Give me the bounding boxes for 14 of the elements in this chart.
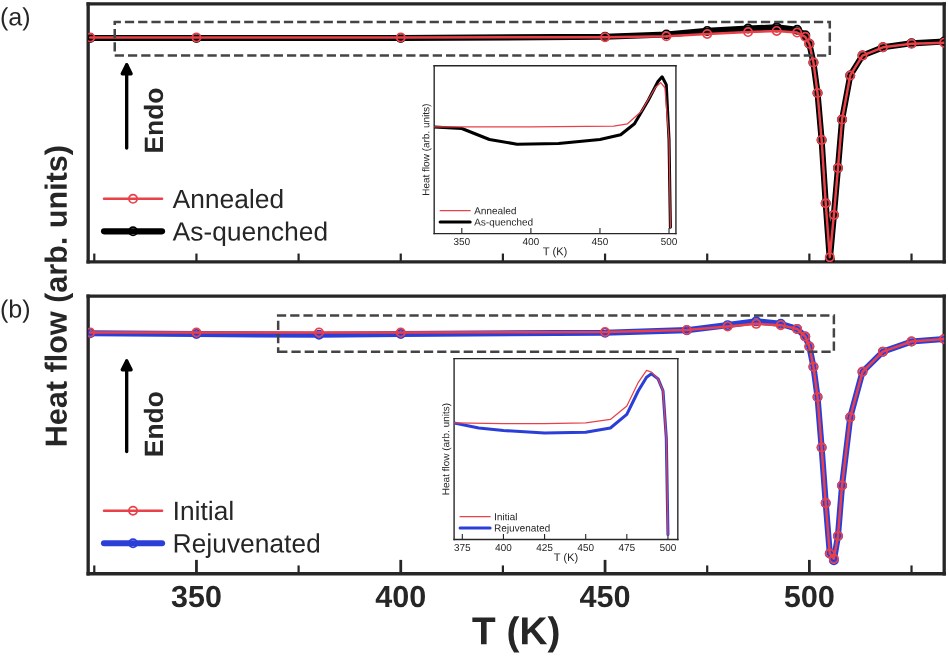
x-tick-label: 500: [784, 585, 834, 608]
x-axis-title: T (K): [472, 616, 559, 653]
annotation: Endo: [143, 392, 164, 456]
text: (b): [1, 299, 29, 323]
text: (a): [1, 7, 29, 31]
x-tick-label: 450: [580, 585, 630, 608]
annotation: Endo: [143, 88, 164, 152]
x-tick-label: 400: [375, 585, 425, 608]
legend-label: As-quenched: [172, 221, 327, 247]
x-tick-label: 350: [171, 585, 221, 608]
legend-label: Initial: [175, 500, 233, 521]
y-axis-title: Heat flow (arb. units): [44, 146, 74, 446]
legend-label: Rejuvenated: [174, 533, 320, 558]
legend-label: Annealed: [172, 188, 283, 209]
